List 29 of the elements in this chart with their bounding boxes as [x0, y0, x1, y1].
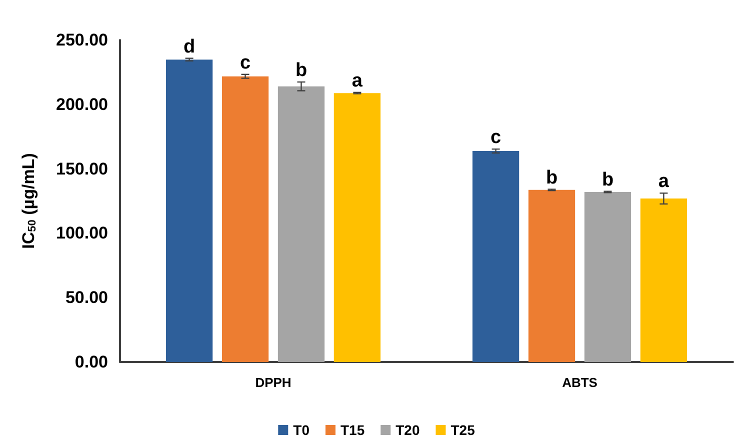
data-label: b [602, 169, 614, 190]
y-tick-label: 250.00 [56, 30, 108, 50]
y-tick-label: 150.00 [56, 159, 108, 178]
data-label: b [295, 60, 308, 81]
bar [334, 93, 381, 362]
bar [584, 192, 632, 362]
data-label: c [240, 52, 251, 74]
bar [472, 151, 520, 362]
data-label: a [658, 171, 670, 192]
bar [528, 190, 576, 362]
legend-label: T0 [293, 422, 310, 438]
data-label: b [546, 167, 558, 188]
x-tick-label: DPPH [255, 375, 292, 390]
bar [222, 76, 269, 362]
legend-label: T15 [340, 422, 365, 438]
data-label: c [490, 127, 502, 148]
x-tick-label: ABTS [562, 375, 598, 390]
data-label: d [183, 36, 196, 58]
y-tick-label: 200.00 [56, 94, 108, 114]
legend-label: T25 [450, 422, 476, 438]
y-tick-label: 100.00 [56, 224, 108, 243]
bar [640, 198, 688, 362]
data-label: a [352, 70, 363, 92]
legend-label: T20 [396, 422, 420, 438]
bar [278, 86, 325, 362]
y-axis-title: IC50 (µg/mL) [19, 153, 38, 249]
bar [166, 60, 213, 362]
y-tick-label: 50.00 [65, 288, 108, 308]
y-tick-label: 0.00 [74, 352, 108, 372]
